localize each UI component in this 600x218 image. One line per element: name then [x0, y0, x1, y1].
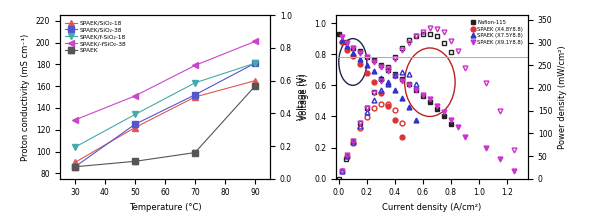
Line: SPAEK/SiO₂-18: SPAEK/SiO₂-18	[72, 78, 258, 165]
SPAEK/-fSiO₂-38	[251, 40, 259, 43]
SPAEK/SiO₂-38	[251, 62, 259, 65]
Legend: SPAEK/SiO₂-18, SPAEK/SiO₂-38, SPAEK/f-SiO₂-18, SPAEK/-fSiO₂-38, SPAEK: SPAEK/SiO₂-18, SPAEK/SiO₂-38, SPAEK/f-Si…	[63, 18, 128, 55]
SPAEK/SiO₂-18	[131, 126, 139, 129]
SPAEK/f-SiO₂-18	[251, 62, 259, 65]
SPAEK/-fSiO₂-38	[191, 64, 199, 67]
SPAEK/SiO₂-38	[131, 123, 139, 126]
SPAEK/SiO₂-38	[71, 165, 79, 168]
Y-axis label: Power density (mW/cm²): Power density (mW/cm²)	[558, 45, 567, 149]
Legend: Nafion-115, SPAEK (X4.8Y8.8), SPAEK (X7.5Y8.8), SPAEK (X9.1Y8.8): Nafion-115, SPAEK (X4.8Y8.8), SPAEK (X7.…	[469, 18, 526, 47]
SPAEK/SiO₂-18	[71, 161, 79, 164]
SPAEK/f-SiO₂-18	[191, 82, 199, 84]
SPAEK/f-SiO₂-18	[71, 146, 79, 148]
X-axis label: Current density (A/cm²): Current density (A/cm²)	[382, 203, 482, 212]
SPAEK/f-SiO₂-18	[131, 113, 139, 116]
Y-axis label: Voltage (V): Voltage (V)	[298, 74, 307, 120]
SPAEK/-fSiO₂-38	[71, 119, 79, 121]
Line: SPAEK/-fSiO₂-38: SPAEK/-fSiO₂-38	[72, 39, 258, 123]
SPAEK/SiO₂-18	[251, 79, 259, 82]
SPAEK/-fSiO₂-38	[131, 95, 139, 97]
Y-axis label: Proton conductivity (mS cm⁻¹): Proton conductivity (mS cm⁻¹)	[21, 33, 30, 161]
Line: SPAEK/f-SiO₂-18: SPAEK/f-SiO₂-18	[72, 60, 258, 150]
SPAEK/SiO₂-18	[191, 96, 199, 98]
Y-axis label: Voltage (V): Voltage (V)	[299, 74, 308, 120]
SPAEK/SiO₂-38	[191, 94, 199, 96]
X-axis label: Temperature (°C): Temperature (°C)	[128, 203, 202, 212]
Line: SPAEK/SiO₂-38: SPAEK/SiO₂-38	[72, 60, 258, 170]
